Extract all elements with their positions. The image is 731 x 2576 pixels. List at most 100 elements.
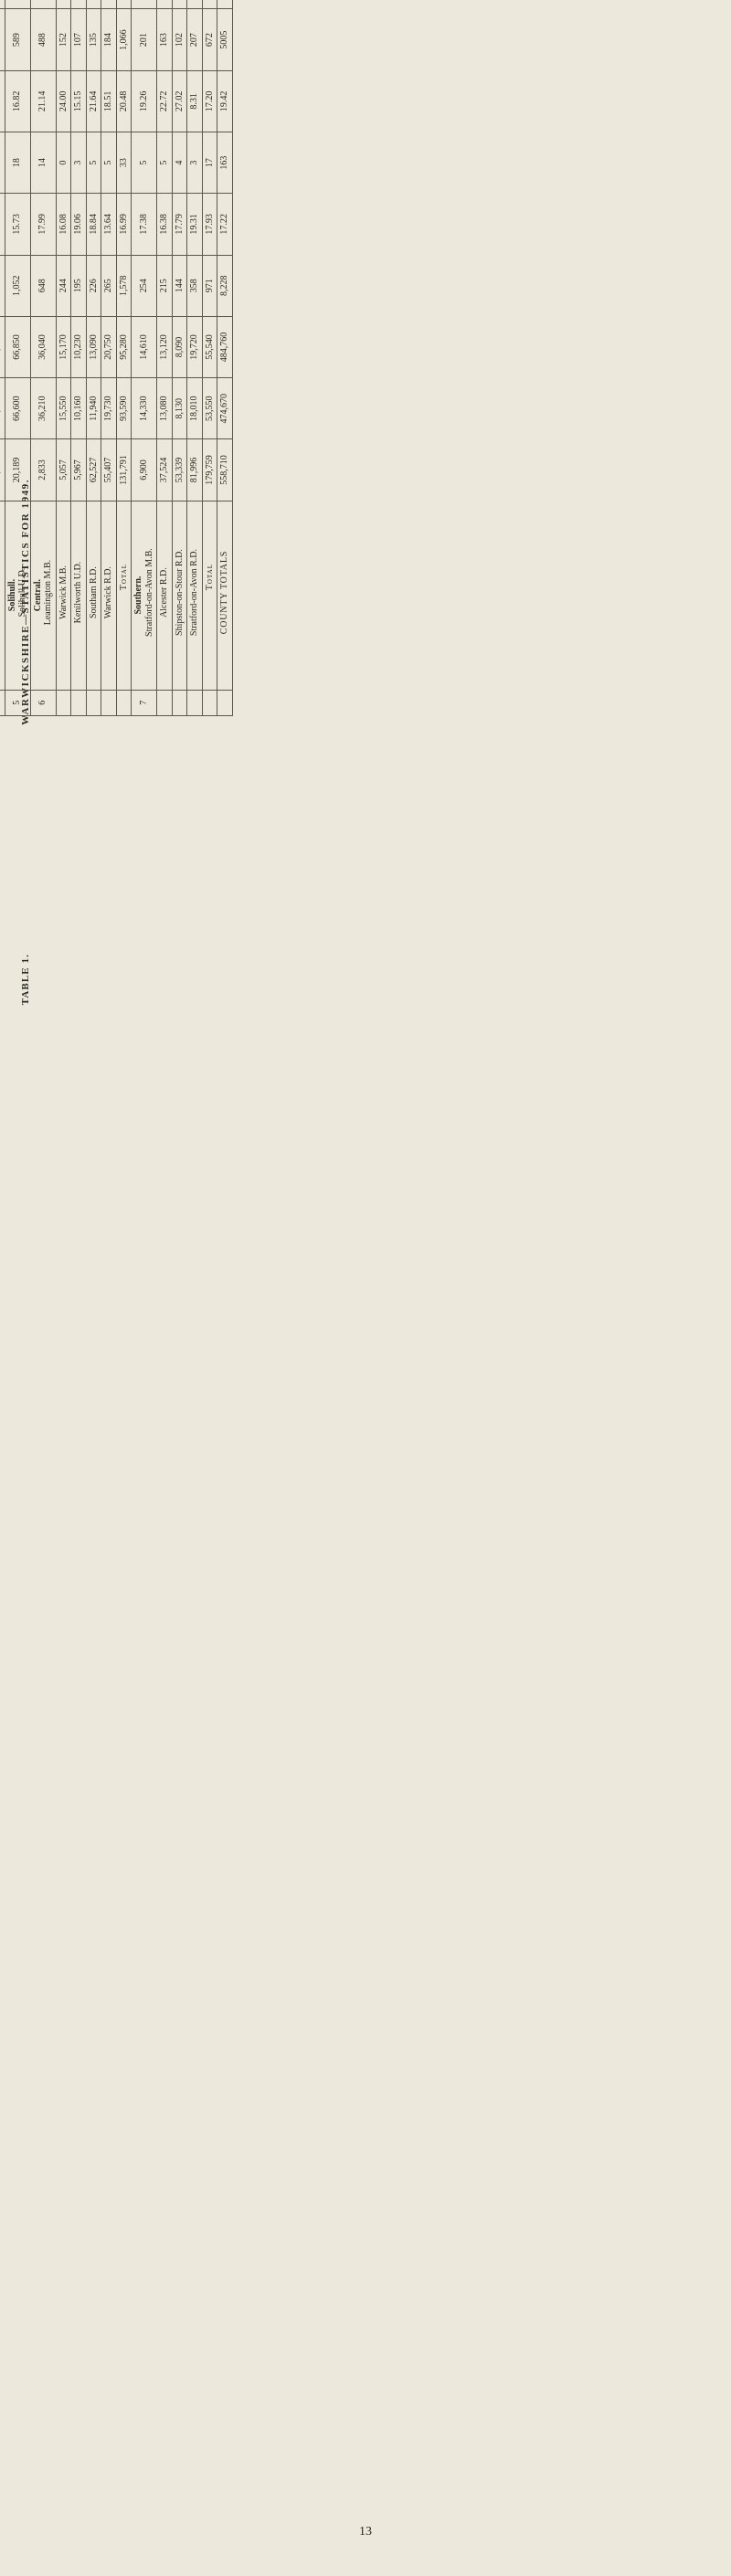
- cell-17-0: 131,791: [116, 439, 132, 501]
- table-label: TABLE 1.: [20, 954, 31, 1005]
- table-row: Alcester R.D.37,52413,08013,12021516.385…: [157, 0, 173, 716]
- table-row: Shipston-on-Stour R.D.53,3398,1308,09014…: [172, 0, 187, 716]
- table-row: Stratford-on-Avon R.D.81,99618,01019,720…: [187, 0, 203, 716]
- cell-12-7: 488: [30, 9, 56, 70]
- cell-20-0: 53,339: [172, 439, 187, 501]
- cell-21-4: 19.31: [187, 194, 203, 255]
- cell-14-5: 3: [71, 132, 87, 194]
- cell-13-7: 152: [56, 9, 71, 70]
- page-number: 13: [16, 2525, 715, 2539]
- row-area: Shipston-on-Stour R.D.: [172, 501, 187, 690]
- cell-21-8: 10.13: [187, 0, 203, 9]
- cell-22-2: 55,540: [202, 316, 217, 377]
- row-no: [86, 690, 101, 715]
- table-row: Southam R.D.62,52711,94013,09022618.8452…: [86, 0, 101, 716]
- cell-20-3: 144: [172, 255, 187, 316]
- table-row: Total131,79193,59095,2801,57816.993320.4…: [116, 0, 132, 716]
- row-area: Solihull.Solihull U.D.: [5, 501, 30, 690]
- cell-20-4: 17.79: [172, 194, 187, 255]
- statistics-table: No.Area, and County Districts.Acres. 1.P…: [0, 0, 233, 716]
- row-no: [217, 690, 233, 715]
- cell-16-2: 20,750: [101, 316, 117, 377]
- cell-22-7: 672: [202, 9, 217, 70]
- cell-17-5: 33: [116, 132, 132, 194]
- cell-11-7: 589: [5, 9, 30, 70]
- cell-15-7: 135: [86, 9, 101, 70]
- cell-16-1: 19,730: [101, 378, 117, 439]
- table-row: Warwick M.B.5,05715,55015,17024416.08024…: [56, 0, 71, 716]
- cell-13-5: 0: [56, 132, 71, 194]
- cell-22-6: 17.20: [202, 70, 217, 132]
- cell-23-1: 474,670: [217, 378, 233, 439]
- cell-18-8: 11.82: [132, 0, 157, 9]
- row-area: Total: [202, 501, 217, 690]
- cell-17-1: 93,590: [116, 378, 132, 439]
- cell-21-0: 81,996: [187, 439, 203, 501]
- cell-12-3: 648: [30, 255, 56, 316]
- cell-16-8: 9.84: [101, 0, 117, 9]
- row-area: Central.Leamington M.B.: [30, 501, 56, 690]
- cell-15-6: 21.64: [86, 70, 101, 132]
- cell-17-7: 1,066: [116, 9, 132, 70]
- row-no: 7: [132, 690, 157, 715]
- cell-20-5: 4: [172, 132, 187, 194]
- cell-19-4: 16.38: [157, 194, 173, 255]
- cell-22-4: 17.93: [202, 194, 217, 255]
- cell-14-6: 15.15: [71, 70, 87, 132]
- cell-22-8: 10.27: [202, 0, 217, 9]
- cell-11-4: 15.73: [5, 194, 30, 255]
- table-row: COUNTY TOTALS558,710474,670484,7608,2281…: [217, 0, 233, 716]
- row-no: 6: [30, 690, 56, 715]
- cell-18-1: 14,330: [132, 378, 157, 439]
- cell-14-1: 10,160: [71, 378, 87, 439]
- cell-14-7: 107: [71, 9, 87, 70]
- row-area: Total: [116, 501, 132, 690]
- cell-11-0: 20,189: [5, 439, 30, 501]
- cell-20-1: 8,130: [172, 378, 187, 439]
- cell-19-7: 163: [157, 9, 173, 70]
- cell-20-2: 8,090: [172, 316, 187, 377]
- cell-11-2: 66,850: [5, 316, 30, 377]
- cell-15-8: 10.12: [86, 0, 101, 9]
- table-row: 6Central.Leamington M.B.2,83336,21036,04…: [30, 0, 56, 716]
- cell-18-2: 14,610: [132, 316, 157, 377]
- cell-19-5: 5: [157, 132, 173, 194]
- cell-22-3: 971: [202, 255, 217, 316]
- cell-19-2: 13,120: [157, 316, 173, 377]
- cell-21-3: 358: [187, 255, 203, 316]
- cell-21-5: 3: [187, 132, 203, 194]
- cell-14-8: 10.55: [71, 0, 87, 9]
- table-row: Warwick R.D.55,40719,73020,75026513.6451…: [101, 0, 117, 716]
- cell-17-3: 1,578: [116, 255, 132, 316]
- cell-20-8: 9.57: [172, 0, 187, 9]
- cell-13-0: 5,057: [56, 439, 71, 501]
- cell-23-7: 5005: [217, 9, 233, 70]
- cell-23-2: 484,760: [217, 316, 233, 377]
- row-no: [172, 690, 187, 715]
- cell-17-6: 20.48: [116, 70, 132, 132]
- cell-12-5: 14: [30, 132, 56, 194]
- cell-14-3: 195: [71, 255, 87, 316]
- cell-17-8: 10.72: [116, 0, 132, 9]
- table-row: 5Solihull.Solihull U.D.20,18966,60066,85…: [5, 0, 30, 716]
- row-no: 5: [5, 690, 30, 715]
- cell-18-4: 17.38: [132, 194, 157, 255]
- row-area: Warwick R.D.: [101, 501, 117, 690]
- cell-21-1: 18,010: [187, 378, 203, 439]
- cell-13-4: 16.08: [56, 194, 71, 255]
- cell-14-4: 19.06: [71, 194, 87, 255]
- row-area: COUNTY TOTALS: [217, 501, 233, 690]
- row-no: [157, 690, 173, 715]
- cell-15-0: 62,527: [86, 439, 101, 501]
- cell-15-1: 11,940: [86, 378, 101, 439]
- row-no: [101, 690, 117, 715]
- cell-18-3: 254: [132, 255, 157, 316]
- cell-21-7: 207: [187, 9, 203, 70]
- cell-23-0: 558,710: [217, 439, 233, 501]
- cell-20-6: 27.02: [172, 70, 187, 132]
- cell-16-6: 18.51: [101, 70, 117, 132]
- cell-12-6: 21.14: [30, 70, 56, 132]
- table-row: Kenilworth U.D.5,96710,16010,23019519.06…: [71, 0, 87, 716]
- cell-19-1: 13,080: [157, 378, 173, 439]
- row-area: Alcester R.D.: [157, 501, 173, 690]
